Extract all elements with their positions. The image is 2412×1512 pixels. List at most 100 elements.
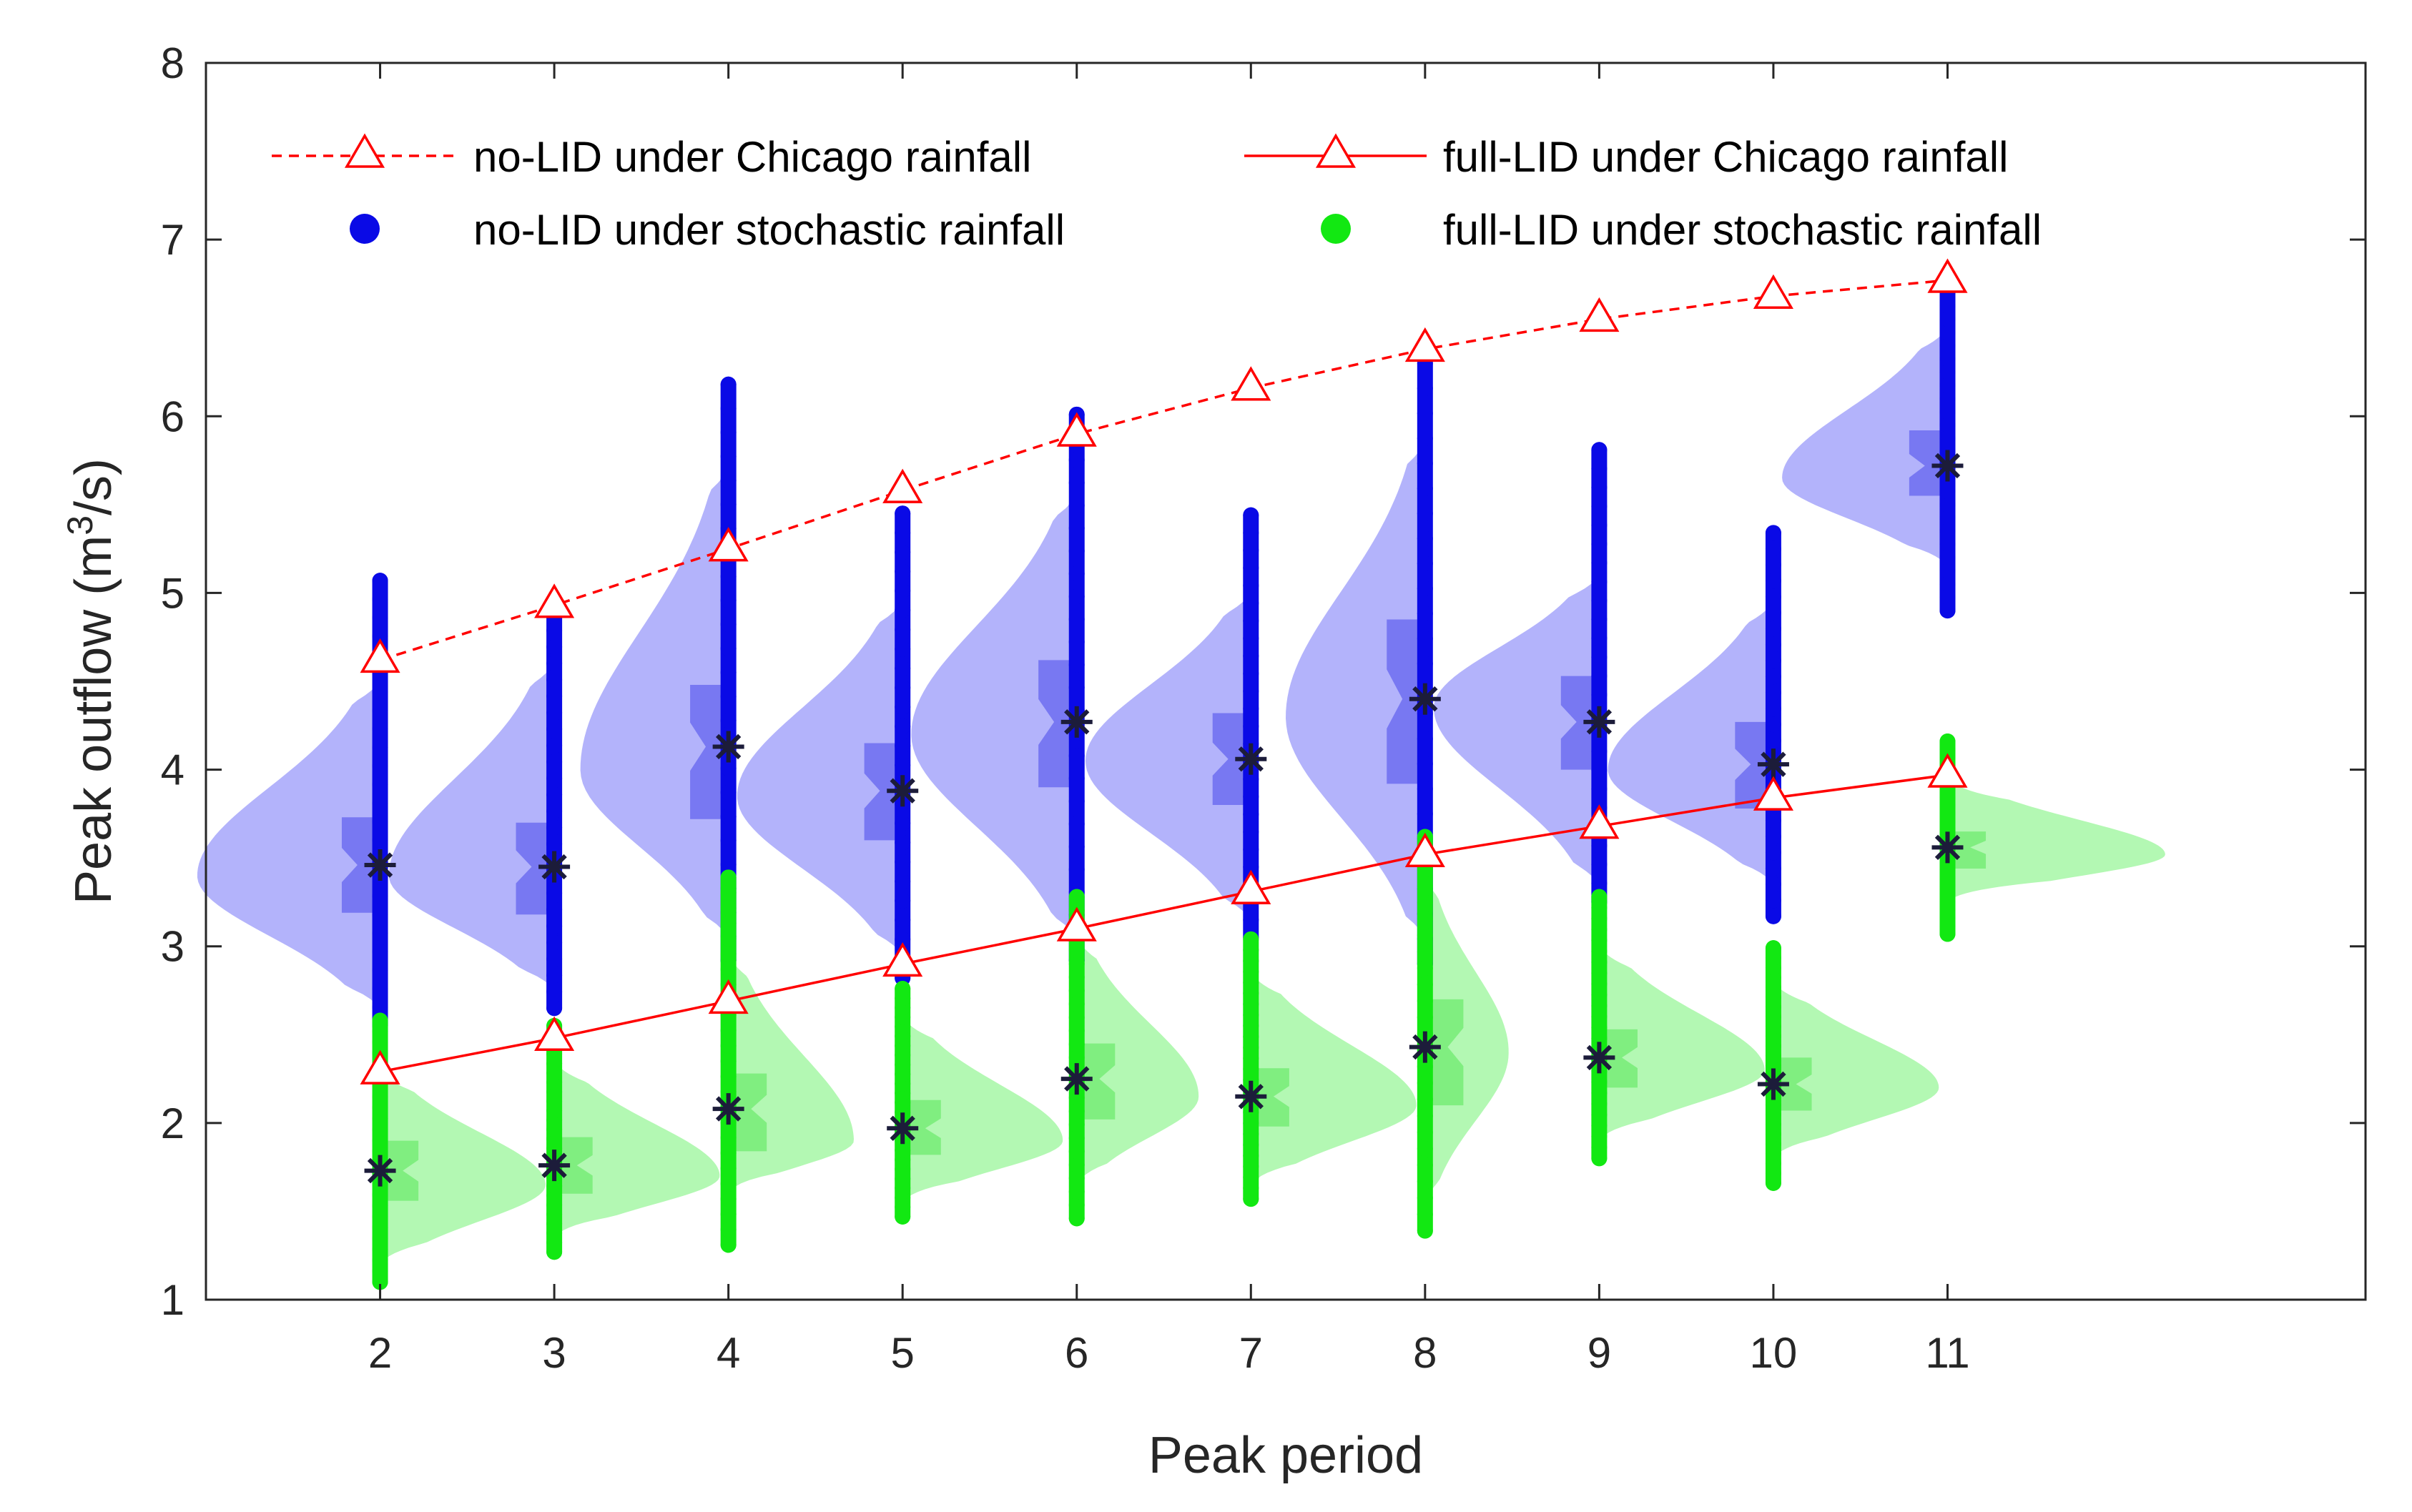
nolid-violin — [1286, 443, 1425, 938]
nolid-point — [1068, 543, 1085, 559]
fulllid-point — [1417, 960, 1433, 977]
fulllid-point — [720, 1206, 737, 1222]
fulllid-point — [1591, 910, 1608, 927]
nolid-point — [1765, 892, 1781, 909]
fulllid-point — [1068, 1089, 1085, 1106]
nolid-point — [720, 641, 737, 657]
legend: no-LID under Chicago rainfall full-LID u… — [272, 133, 2042, 254]
legend-label-nolid-stochastic: no-LID under stochastic rainfall — [473, 206, 1065, 254]
nolid-chicago-marker — [360, 638, 400, 673]
nolid-iqr-box — [864, 743, 903, 841]
y-tick-label: 3 — [161, 923, 184, 971]
fulllid-iqr-box — [554, 1137, 593, 1194]
fulllid-point — [1765, 940, 1781, 957]
nolid-point — [1068, 679, 1085, 696]
fulllid-point — [1068, 1117, 1085, 1133]
fulllid-chicago-marker — [708, 979, 749, 1014]
nolid-point — [1765, 828, 1781, 844]
nolid-point — [372, 944, 388, 960]
x-tick-label: 6 — [1065, 1329, 1088, 1377]
nolid-iqr-box — [690, 684, 729, 819]
nolid-point — [1591, 536, 1608, 553]
nolid-point — [1243, 595, 1259, 611]
x-tick-label: 10 — [1750, 1329, 1798, 1377]
legend-label-nolid-chicago: no-LID under Chicago rainfall — [473, 133, 1031, 181]
nolid-point — [1068, 770, 1085, 786]
nolid-iqr-box — [516, 822, 555, 915]
nolid-point — [1243, 824, 1259, 840]
fulllid-iqr-box — [902, 1100, 941, 1155]
nolid-point — [1765, 605, 1781, 621]
nolid-point — [720, 856, 737, 873]
fulllid-point — [1417, 894, 1433, 911]
x-tick-label: 2 — [368, 1329, 392, 1377]
fulllid-point — [1591, 889, 1608, 905]
fulllid-point — [1591, 1117, 1608, 1134]
nolid-median-marker — [1931, 450, 1964, 482]
nolid-point — [1417, 631, 1433, 647]
fulllid-point — [1417, 1124, 1433, 1140]
nolid-violin — [911, 495, 1077, 938]
nolid-point — [1243, 560, 1259, 576]
nolid-point — [1243, 701, 1259, 717]
nolid-point — [1591, 442, 1608, 458]
nolid-point — [1417, 380, 1433, 397]
fulllid-point — [1068, 942, 1085, 959]
fulllid-point — [372, 1100, 388, 1116]
fulllid-point — [1591, 899, 1608, 916]
fulllid-point — [1243, 931, 1259, 947]
fulllid-point — [372, 1241, 388, 1257]
nolid-point — [895, 873, 911, 889]
fulllid-point — [720, 1191, 737, 1207]
fulllid-point — [1939, 733, 1956, 750]
nolid-iqr-box — [341, 817, 380, 913]
fulllid-violin — [1251, 972, 1417, 1185]
nolid-point — [1939, 483, 1956, 500]
nolid-point — [546, 671, 563, 688]
nolid-iqr-box — [1212, 713, 1251, 805]
fulllid-point — [1243, 953, 1259, 969]
fulllid-point — [1243, 1039, 1259, 1056]
fulllid-point — [1417, 1140, 1433, 1157]
fulllid-point — [720, 1175, 737, 1192]
nolid-point — [1417, 731, 1433, 747]
nolid-point — [546, 918, 563, 934]
x-axis-title: Peak period — [1148, 1427, 1423, 1484]
nolid-point — [895, 911, 911, 928]
nolid-point — [372, 628, 388, 644]
nolid-median-marker — [538, 851, 571, 883]
fulllid-point — [372, 1143, 388, 1160]
fulllid-point — [1243, 1050, 1259, 1067]
fulllid-point — [720, 931, 737, 947]
fulllid-point — [1068, 996, 1085, 1012]
nolid-point — [1243, 683, 1259, 699]
fulllid-point — [1243, 1007, 1259, 1023]
nolid-point — [1939, 576, 1956, 593]
legend-circle-icon — [1321, 214, 1351, 244]
fulllid-chicago-marker — [1927, 753, 1968, 788]
fulllid-point — [1243, 1126, 1259, 1142]
nolid-point — [1068, 475, 1085, 491]
fulllid-point — [720, 1084, 737, 1100]
x-tick-label: 3 — [542, 1329, 566, 1377]
nolid-point — [372, 795, 388, 811]
nolid-point — [546, 721, 563, 737]
fulllid-median-marker — [364, 1155, 396, 1187]
nolid-point — [895, 718, 911, 735]
nolid-median-marker — [1757, 748, 1789, 781]
nolid-point — [1591, 649, 1608, 666]
fulllid-point — [720, 961, 737, 977]
y-tick-label: 2 — [161, 1100, 184, 1147]
nolid-point — [372, 962, 388, 979]
nolid-point — [1417, 555, 1433, 572]
y-tick-label: 4 — [161, 746, 184, 794]
nolid-point — [1939, 536, 1956, 553]
fulllid-point — [720, 1237, 737, 1253]
nolid-point — [1417, 405, 1433, 422]
nolid-point — [895, 525, 911, 541]
fulllid-violin — [554, 1061, 720, 1238]
nolid-point — [546, 688, 563, 704]
nolid-point — [1417, 530, 1433, 547]
nolid-point — [1591, 743, 1608, 760]
nolid-iqr-box — [1909, 430, 1948, 496]
